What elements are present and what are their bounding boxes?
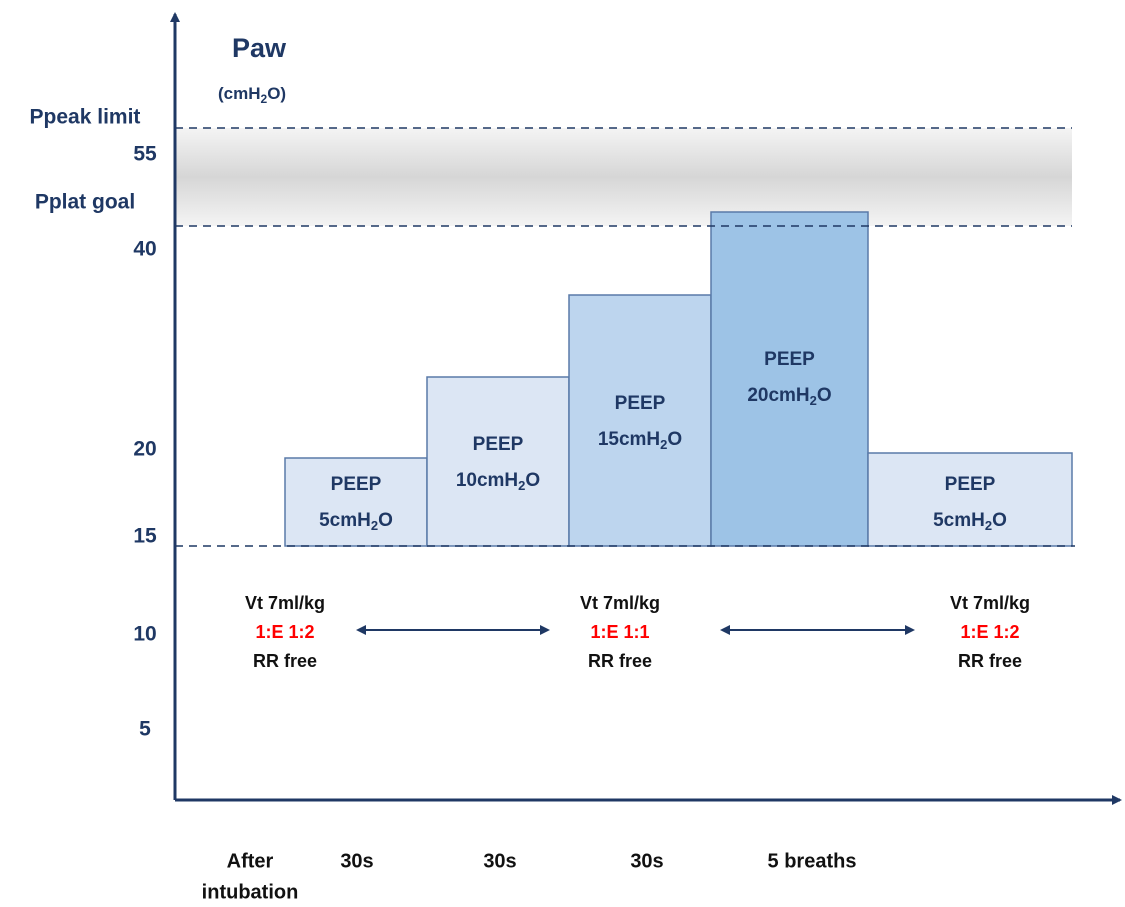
y-tick-label: 20 bbox=[133, 438, 156, 461]
peep-step bbox=[426, 376, 570, 547]
peep-step bbox=[568, 294, 712, 547]
step-label: PEEP bbox=[945, 474, 996, 495]
duration-label: After bbox=[227, 850, 274, 872]
axis-unit: (cmH2O) bbox=[218, 84, 286, 106]
step-label: PEEP bbox=[331, 474, 382, 495]
ie-ratio: 1:E 1:2 bbox=[255, 622, 314, 642]
text-part: 10cmH bbox=[456, 470, 518, 491]
duration-label: 5 breaths bbox=[768, 850, 857, 872]
tidal-volume: Vt 7ml/kg bbox=[580, 593, 660, 613]
text-part: 2 bbox=[985, 518, 992, 533]
text-part: 2 bbox=[660, 437, 667, 452]
resp-rate: RR free bbox=[958, 651, 1022, 671]
resp-rate: RR free bbox=[588, 651, 652, 671]
text-part: O bbox=[525, 470, 540, 491]
peep-step bbox=[284, 457, 428, 547]
y-tick-label: 10 bbox=[133, 623, 156, 646]
duration-label: 30s bbox=[483, 850, 516, 872]
text-part: O bbox=[667, 429, 682, 450]
y-tick-label: 15 bbox=[133, 525, 157, 548]
text-part: 5cmH bbox=[933, 510, 985, 531]
step-value: 10cmH2O bbox=[456, 470, 540, 493]
y-tick-label: 5 bbox=[139, 718, 151, 741]
step-value: 5cmH2O bbox=[319, 510, 393, 533]
step-value: 20cmH2O bbox=[747, 385, 831, 408]
text-part: 5cmH bbox=[319, 510, 371, 531]
peep-step bbox=[867, 452, 1073, 547]
limit-label: Pplat goal bbox=[35, 191, 135, 214]
duration-label: intubation bbox=[202, 881, 299, 903]
peep-step bbox=[710, 211, 869, 547]
text-part: 2 bbox=[810, 393, 817, 408]
text-part: O bbox=[817, 385, 832, 406]
text-part: O bbox=[378, 510, 393, 531]
step-value: 15cmH2O bbox=[598, 429, 682, 452]
text-part: O bbox=[992, 510, 1007, 531]
tidal-volume: Vt 7ml/kg bbox=[245, 593, 325, 613]
duration-label: 30s bbox=[630, 850, 663, 872]
y-tick-label: 55 bbox=[133, 143, 157, 166]
ie-ratio: 1:E 1:1 bbox=[590, 622, 649, 642]
resp-rate: RR free bbox=[253, 651, 317, 671]
text-part: 2 bbox=[371, 518, 378, 533]
text-part: 20cmH bbox=[747, 385, 809, 406]
step-label: PEEP bbox=[615, 393, 666, 414]
step-label: PEEP bbox=[473, 434, 524, 455]
step-value: 5cmH2O bbox=[933, 510, 1007, 533]
limit-band bbox=[175, 128, 1072, 226]
text-part: 15cmH bbox=[598, 429, 660, 450]
ie-ratio: 1:E 1:2 bbox=[960, 622, 1019, 642]
y-tick-label: 40 bbox=[133, 238, 156, 261]
text-part: 2 bbox=[518, 478, 525, 493]
axis-title: Paw bbox=[232, 33, 287, 63]
limit-label: Ppeak limit bbox=[30, 106, 141, 129]
duration-label: 30s bbox=[340, 850, 373, 872]
step-label: PEEP bbox=[764, 349, 815, 370]
tidal-volume: Vt 7ml/kg bbox=[950, 593, 1030, 613]
